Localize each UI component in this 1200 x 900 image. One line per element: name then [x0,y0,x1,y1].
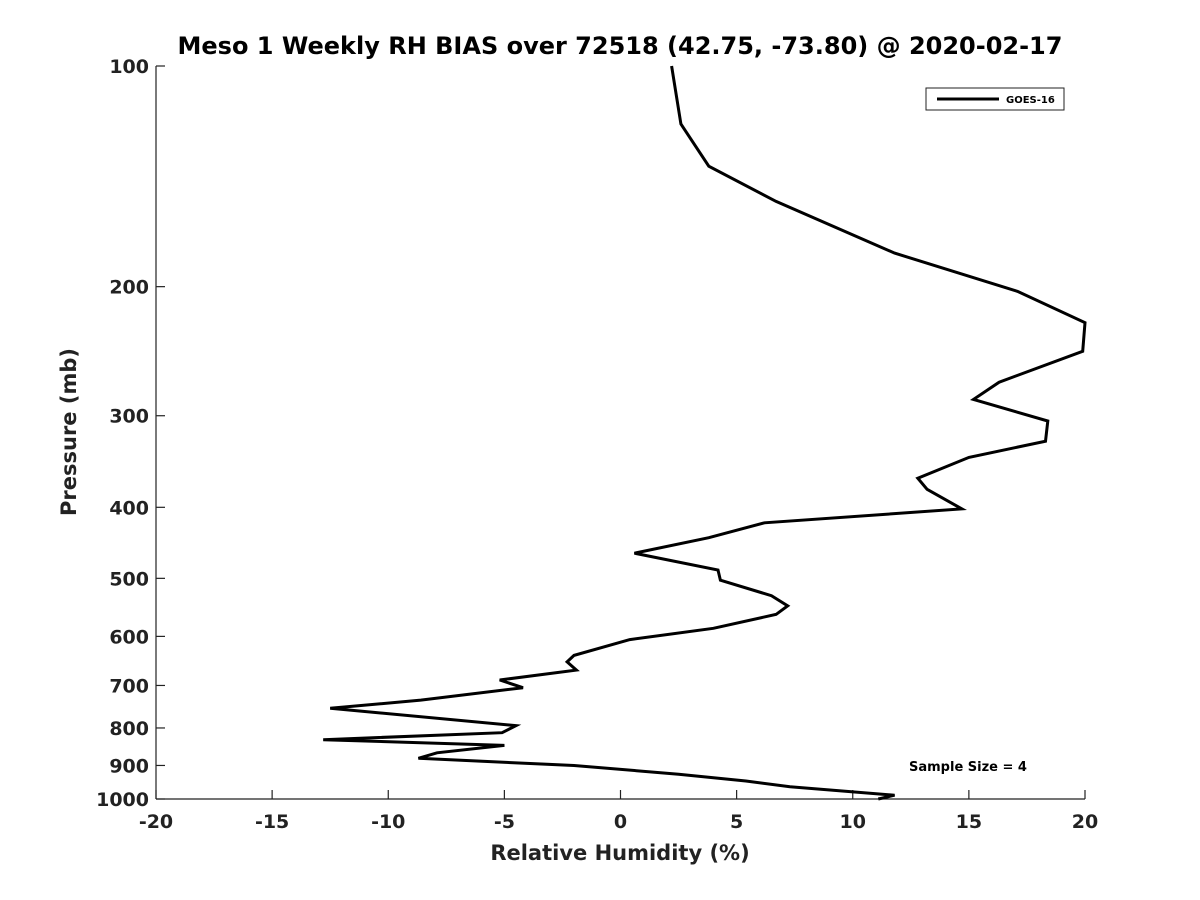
y-tick-label: 1000 [96,789,149,811]
x-tick-label: -20 [139,811,173,833]
y-tick-label: 900 [109,755,149,777]
x-tick-label: 15 [956,811,982,833]
x-tick-label: 0 [614,811,627,833]
x-tick-label: -10 [371,811,405,833]
x-tick-label: -15 [255,811,289,833]
y-tick-label: 600 [109,626,149,648]
y-tick-label: 400 [109,497,149,519]
y-tick-label: 500 [109,568,149,590]
series-line-goes16 [323,65,1087,801]
x-tick-label: -5 [494,811,515,833]
y-axis-label: Pressure (mb) [57,348,81,516]
x-tick-label: 5 [730,811,743,833]
x-axis-label: Relative Humidity (%) [490,841,749,865]
x-tick-label: 10 [840,811,866,833]
y-tick-label: 300 [109,406,149,428]
legend: GOES-16 [925,87,1065,111]
series-layer [323,65,1087,801]
y-tick-label: 200 [109,277,149,299]
x-axis-ticks: -20 -15 -10 -5 0 5 10 15 20 [139,790,1098,833]
y-tick-label: 100 [109,56,149,78]
sample-size-annotation: Sample Size = 4 [909,760,1027,775]
chart-title: Meso 1 Weekly RH BIAS over 72518 (42.75,… [178,32,1063,60]
y-tick-label: 800 [109,718,149,740]
y-axis-ticks: 100 200 300 400 500 600 700 800 900 1000 [96,56,165,811]
y-tick-label: 700 [109,675,149,697]
legend-entry-goes16: GOES-16 [1006,95,1055,106]
x-tick-label: 20 [1072,811,1098,833]
axes [155,66,1085,800]
